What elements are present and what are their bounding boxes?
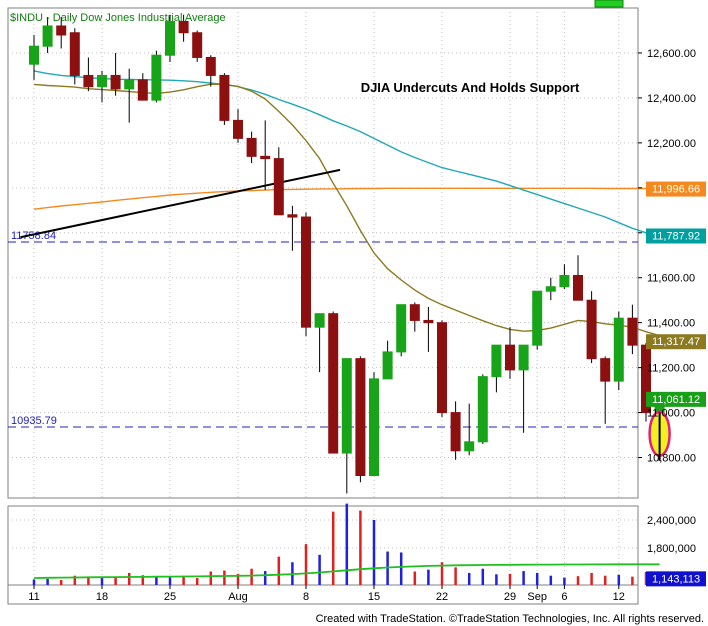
candle-body — [260, 155, 271, 160]
candle-body — [246, 137, 257, 157]
vol-tick-label: 2,400,000 — [647, 515, 696, 527]
candle-body — [613, 317, 624, 382]
candle-body — [382, 351, 393, 380]
candle-body — [124, 79, 135, 90]
sma200-line — [33, 187, 660, 210]
candle-body — [42, 25, 53, 47]
candle-body — [437, 322, 447, 414]
price-badge — [646, 391, 706, 407]
candle-body — [165, 20, 175, 56]
price-badge — [646, 181, 706, 197]
support-line-label: 10935.79 — [11, 415, 57, 427]
y-tick-label: 12,400.00 — [647, 93, 696, 105]
y-tick-label: 11,200.00 — [647, 363, 695, 375]
y-tick-label: 11,400.00 — [647, 318, 695, 330]
chart-title: $INDU - Daily Dow Jones Industrial Avera… — [10, 12, 226, 24]
y-tick-label: 12,600.00 — [647, 48, 696, 60]
candle-body — [69, 32, 80, 76]
price-badge-label: 11,061.12 — [652, 394, 700, 406]
x-tick-label: 11 — [28, 591, 39, 603]
price-panel-frame — [7, 7, 639, 499]
candle-body — [477, 376, 488, 443]
price-badge-label: 11,787.92 — [652, 230, 700, 242]
candle-body — [409, 304, 420, 321]
candle-body — [627, 317, 638, 346]
x-tick-label: 6 — [561, 591, 567, 603]
candle-body — [369, 378, 379, 477]
grid-layer — [7, 0, 639, 605]
x-tick-label: 22 — [436, 591, 448, 603]
candle-body — [219, 74, 230, 121]
candle-body — [518, 344, 529, 371]
x-tick-label: 15 — [368, 591, 380, 603]
candle-body — [586, 299, 597, 360]
x-tick-label: 29 — [504, 591, 516, 603]
candle-body — [341, 358, 352, 454]
candle-body — [464, 441, 475, 452]
x-tick-label: 25 — [164, 591, 176, 603]
x-tick-label: 8 — [303, 591, 309, 603]
candle-body — [110, 74, 121, 90]
candle-body — [532, 290, 543, 346]
price-badge — [646, 334, 706, 350]
candle-body — [233, 119, 243, 139]
candle-body — [301, 216, 311, 328]
price-badge-label: 11,996.66 — [652, 184, 700, 196]
x-axis-frame — [7, 584, 639, 605]
candle-body — [273, 158, 284, 216]
y-tick-label: 12,200.00 — [647, 138, 696, 150]
candle-body — [396, 304, 407, 353]
candle-body — [205, 56, 216, 76]
candle-body — [56, 25, 67, 36]
y-tick-label: 11,000.00 — [647, 408, 695, 420]
candle-body — [355, 358, 366, 477]
x-tick-label: 18 — [96, 591, 108, 603]
volume-badge-label: 1,143,113 — [652, 573, 700, 585]
candle-body — [600, 358, 611, 382]
candle-body — [29, 45, 39, 65]
candle-body — [97, 74, 107, 88]
candle-body — [83, 74, 94, 88]
candle-body — [573, 274, 583, 301]
footer-credit: Created with TradeStation. ©TradeStation… — [316, 613, 704, 625]
price-badge — [646, 228, 706, 244]
x-tick-label: Aug — [228, 591, 248, 603]
axis-layer: 12,600.0012,400.0012,200.0012,000.0011,8… — [28, 48, 706, 603]
status-indicator — [594, 0, 624, 8]
candle-body — [505, 344, 515, 371]
candle-body — [559, 274, 570, 288]
candle-body — [151, 54, 162, 101]
candle-body — [137, 79, 148, 101]
volume-average-line — [33, 563, 660, 579]
candle-body — [545, 286, 556, 292]
chart-annotation: DJIA Undercuts And Holds Support — [361, 80, 580, 95]
y-tick-label: 10,800.00 — [647, 453, 696, 465]
vol-tick-label: 1,800,000 — [647, 543, 696, 555]
candle-body — [328, 313, 339, 454]
price-badge-label: 11,317.47 — [652, 336, 700, 348]
candle-body — [287, 214, 298, 218]
y-tick-label: 11,600.00 — [647, 273, 695, 285]
x-tick-label: Sep — [527, 591, 547, 603]
candle-body — [423, 319, 434, 324]
volume-badge — [646, 571, 706, 587]
volume-layer — [32, 503, 661, 585]
candle-body — [450, 412, 461, 452]
candle-body — [178, 20, 189, 34]
candle-body — [192, 32, 203, 58]
candle-body — [491, 344, 502, 378]
x-tick-label: 12 — [613, 591, 625, 603]
candle-body — [314, 313, 325, 328]
trendline — [20, 168, 341, 239]
